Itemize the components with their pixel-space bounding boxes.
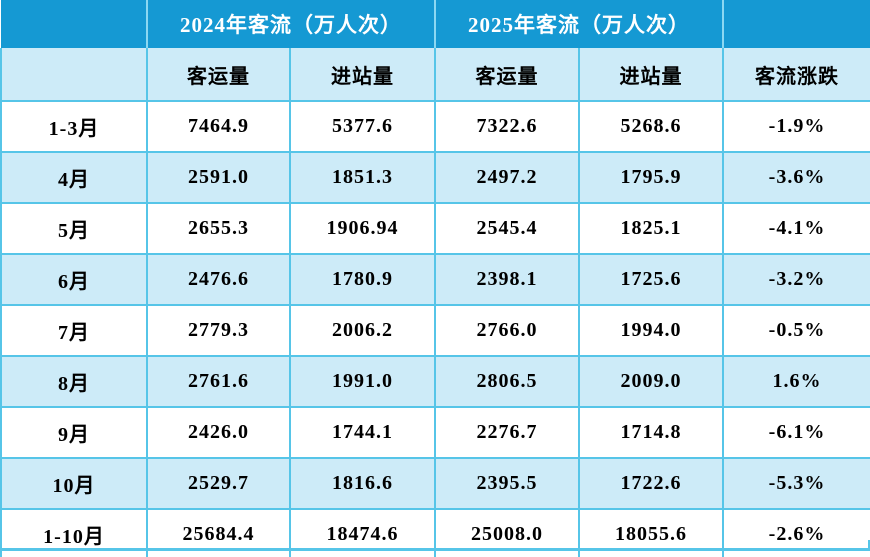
month-cell: 6月	[0, 254, 148, 306]
change-cell: -6.1%	[722, 407, 870, 459]
left-border-stub	[0, 540, 2, 549]
value-cell: 1991.0	[289, 356, 436, 408]
subheader-keyunliang-2025: 客运量	[434, 48, 580, 102]
corner-cell-left	[1, 0, 148, 48]
table-row: 7月 2779.3 2006.2 2766.0 1994.0 -0.5%	[0, 305, 870, 357]
value-cell: 2006.2	[289, 305, 436, 357]
table-row: 6月 2476.6 1780.9 2398.1 1725.6 -3.2%	[0, 254, 870, 306]
month-cell: 10月	[0, 458, 148, 510]
change-cell: -1.9%	[722, 101, 870, 153]
group-header-row: 2024年客流（万人次） 2025年客流（万人次）	[1, 0, 870, 48]
value-cell: 1795.9	[578, 152, 724, 204]
change-cell: -3.2%	[722, 254, 870, 306]
value-cell: 7464.9	[146, 101, 291, 153]
table-row: 10月 2529.7 1816.6 2395.5 1722.6 -5.3%	[0, 458, 870, 510]
value-cell: 1725.6	[578, 254, 724, 306]
subheader-empty-cell	[0, 48, 148, 102]
subheader-keyunliang-2024: 客运量	[146, 48, 291, 102]
subheader-jinzhanliang-2024: 进站量	[289, 48, 436, 102]
group-header-2025: 2025年客流（万人次）	[435, 0, 724, 48]
value-cell: 5377.6	[289, 101, 436, 153]
value-cell: 2497.2	[434, 152, 580, 204]
value-cell: 2276.7	[434, 407, 580, 459]
value-cell: 2545.4	[434, 203, 580, 255]
table-row: 5月 2655.3 1906.94 2545.4 1825.1 -4.1%	[0, 203, 870, 255]
change-cell: -4.1%	[722, 203, 870, 255]
corner-cell-right	[723, 0, 870, 48]
value-cell: 2806.5	[434, 356, 580, 408]
value-cell: 2009.0	[578, 356, 724, 408]
value-cell: 2761.6	[146, 356, 291, 408]
value-cell: 2655.3	[146, 203, 291, 255]
bottom-border-line	[0, 548, 870, 551]
month-cell: 9月	[0, 407, 148, 459]
value-cell: 2766.0	[434, 305, 580, 357]
value-cell: 2529.7	[146, 458, 291, 510]
subheader-jinzhanliang-2025: 进站量	[578, 48, 724, 102]
value-cell: 5268.6	[578, 101, 724, 153]
month-cell: 4月	[0, 152, 148, 204]
subheader-change: 客流涨跌	[722, 48, 870, 102]
month-cell: 5月	[0, 203, 148, 255]
value-cell: 1851.3	[289, 152, 436, 204]
value-cell: 2476.6	[146, 254, 291, 306]
month-cell: 8月	[0, 356, 148, 408]
sub-header-row: 客运量 进站量 客运量 进站量 客流涨跌	[0, 48, 870, 102]
table-row: 8月 2761.6 1991.0 2806.5 2009.0 1.6%	[0, 356, 870, 408]
change-cell: -5.3%	[722, 458, 870, 510]
value-cell: 2395.5	[434, 458, 580, 510]
table-row: 4月 2591.0 1851.3 2497.2 1795.9 -3.6%	[0, 152, 870, 204]
value-cell: 1714.8	[578, 407, 724, 459]
group-header-2024: 2024年客流（万人次）	[147, 0, 436, 48]
value-cell: 2426.0	[146, 407, 291, 459]
table-row: 1-3月 7464.9 5377.6 7322.6 5268.6 -1.9%	[0, 101, 870, 153]
month-cell: 7月	[0, 305, 148, 357]
value-cell: 1825.1	[578, 203, 724, 255]
value-cell: 2591.0	[146, 152, 291, 204]
value-cell: 1744.1	[289, 407, 436, 459]
value-cell: 2398.1	[434, 254, 580, 306]
value-cell: 7322.6	[434, 101, 580, 153]
value-cell: 1780.9	[289, 254, 436, 306]
month-cell: 1-3月	[0, 101, 148, 153]
change-cell: 1.6%	[722, 356, 870, 408]
change-cell: -0.5%	[722, 305, 870, 357]
value-cell: 1722.6	[578, 458, 724, 510]
value-cell: 1994.0	[578, 305, 724, 357]
value-cell: 2779.3	[146, 305, 291, 357]
value-cell: 1816.6	[289, 458, 436, 510]
table-row: 9月 2426.0 1744.1 2276.7 1714.8 -6.1%	[0, 407, 870, 459]
value-cell: 1906.94	[289, 203, 436, 255]
change-cell: -3.6%	[722, 152, 870, 204]
right-border-stub	[868, 540, 870, 549]
